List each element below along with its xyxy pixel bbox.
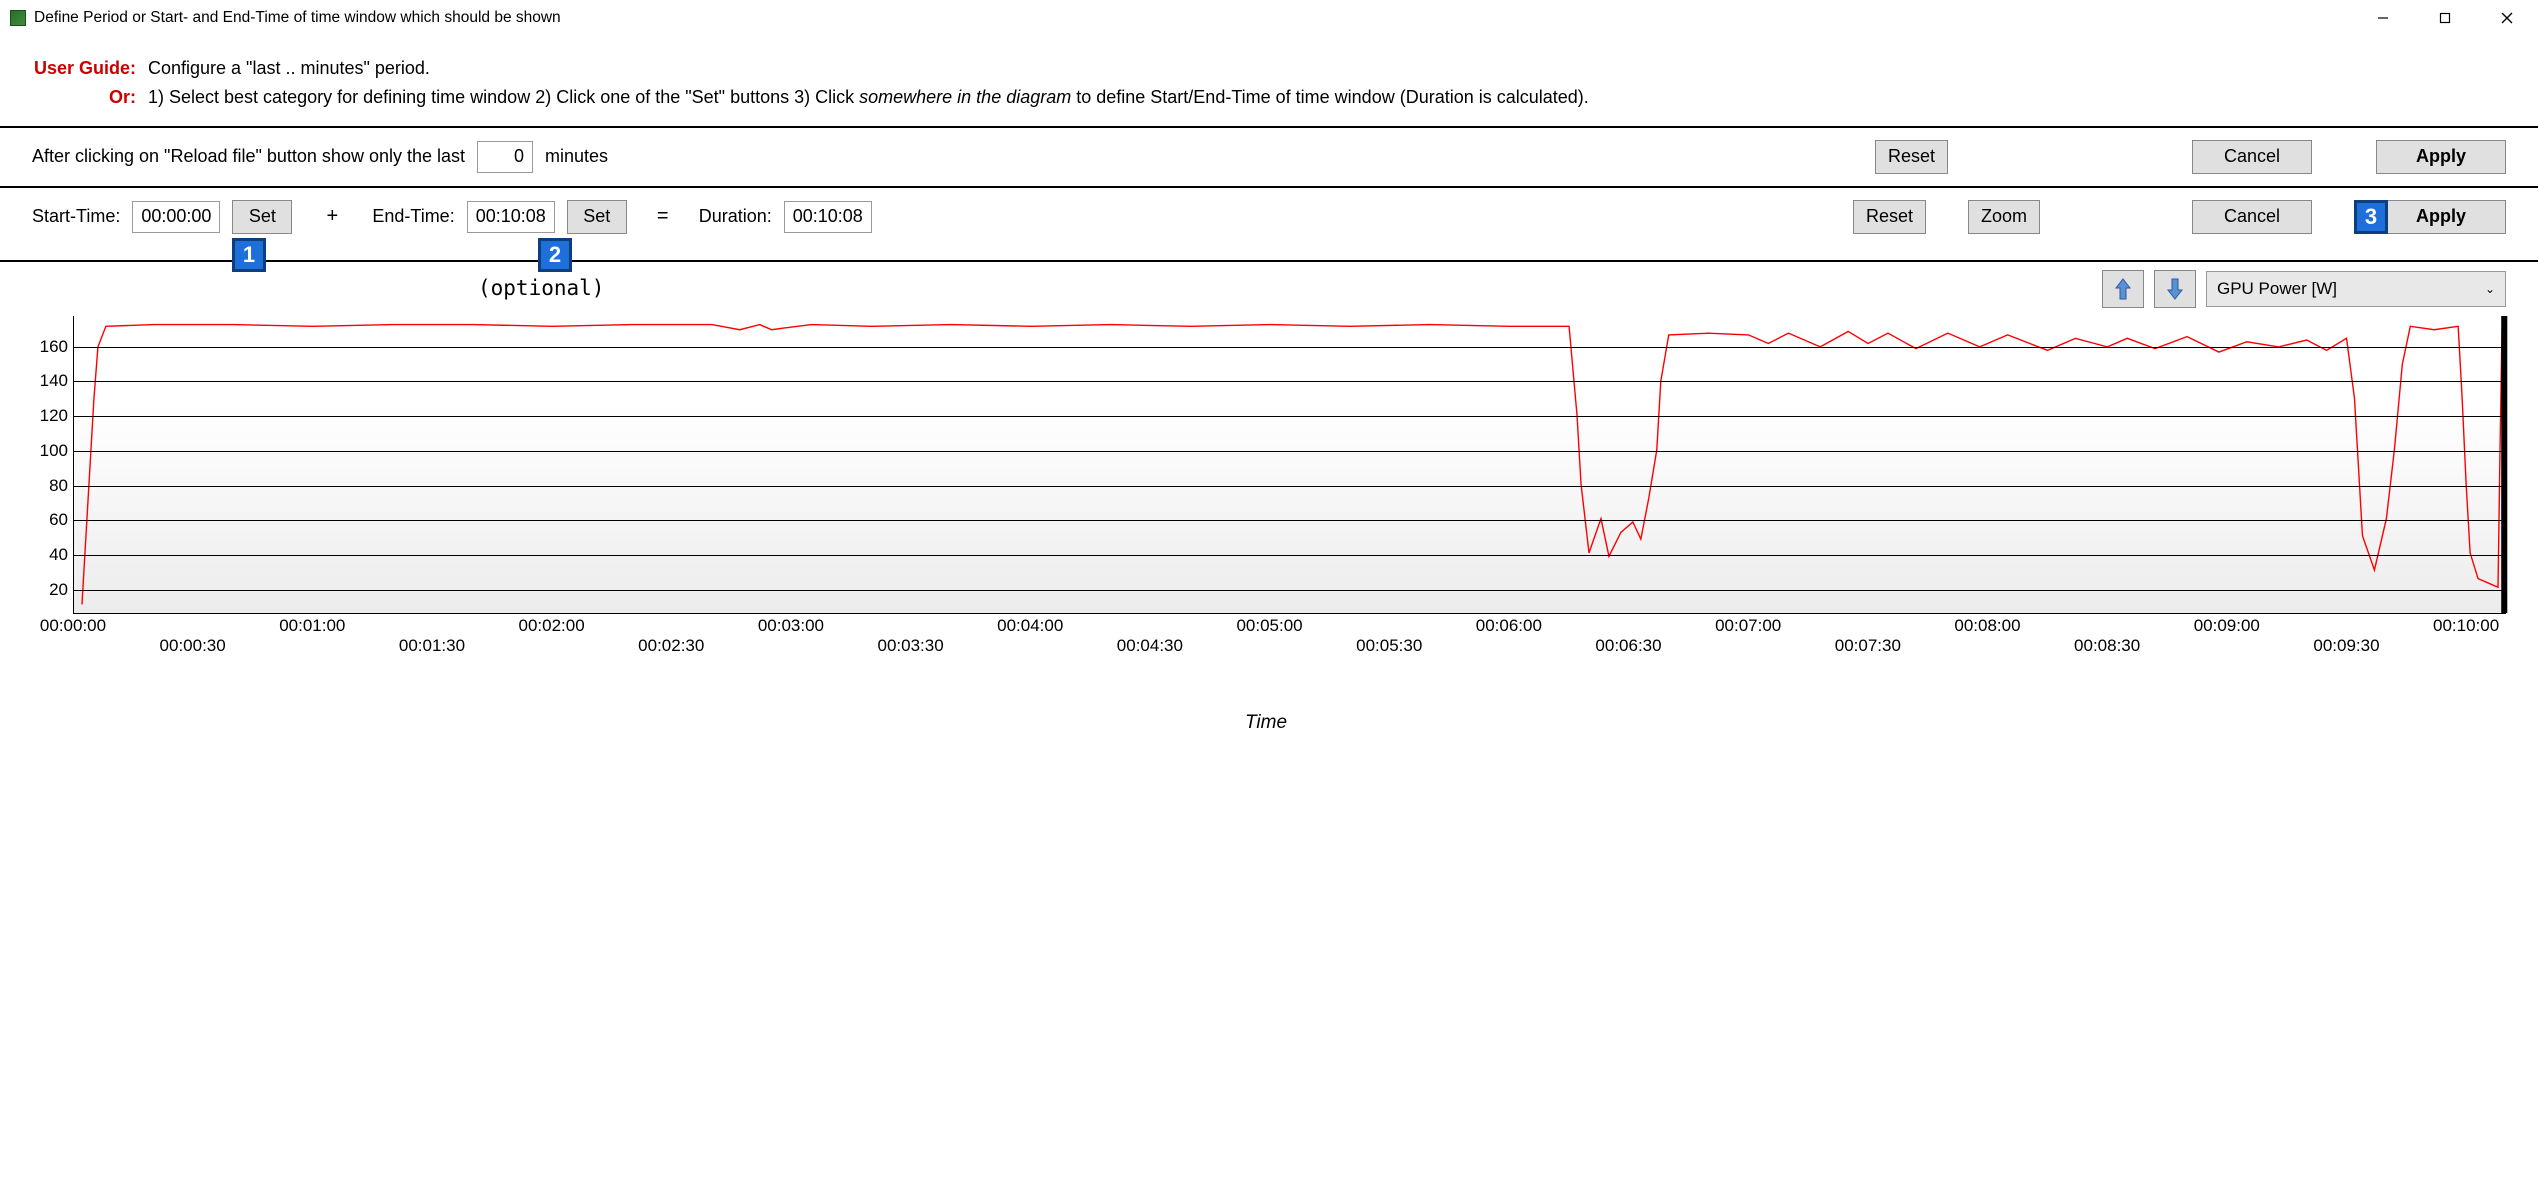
guide-text-2: 1) Select best category for defining tim… xyxy=(148,83,2506,112)
x-axis-ticks: 00:00:0000:01:0000:02:0000:03:0000:04:00… xyxy=(73,614,2506,664)
guide-text: Configure a "last .. minutes" period. xyxy=(148,54,2506,83)
x-tick-minor: 00:06:30 xyxy=(1595,636,1661,656)
x-tick-minor: 00:02:30 xyxy=(638,636,704,656)
x-tick-major: 00:08:00 xyxy=(1954,616,2020,636)
guide-or-label: Or: xyxy=(32,83,148,112)
data-line xyxy=(82,324,2502,604)
x-tick-minor: 00:05:30 xyxy=(1356,636,1422,656)
gridline xyxy=(74,416,2506,417)
x-tick-minor: 00:00:30 xyxy=(160,636,226,656)
x-axis-label: Time xyxy=(18,712,2514,734)
x-tick-minor: 00:08:30 xyxy=(2074,636,2140,656)
window-title: Define Period or Start- and End-Time of … xyxy=(34,9,2352,27)
step-badge-3: 3 xyxy=(2354,200,2388,234)
x-tick-major: 00:02:00 xyxy=(519,616,585,636)
period-cancel-button[interactable]: Cancel xyxy=(2192,140,2312,174)
y-tick-label: 20 xyxy=(49,580,68,600)
gridline xyxy=(74,555,2506,556)
start-time-label: Start-Time: xyxy=(32,206,120,227)
duration-input[interactable] xyxy=(784,201,872,233)
y-tick-label: 60 xyxy=(49,510,68,530)
y-tick-label: 40 xyxy=(49,545,68,565)
period-prefix-label: After clicking on "Reload file" button s… xyxy=(32,146,465,167)
gridline xyxy=(74,486,2506,487)
x-tick-major: 00:07:00 xyxy=(1715,616,1781,636)
gridline xyxy=(74,590,2506,591)
end-marker xyxy=(2501,316,2507,613)
gridline xyxy=(74,381,2506,382)
x-tick-minor: 00:04:30 xyxy=(1117,636,1183,656)
plot-area[interactable] xyxy=(73,316,2506,614)
app-icon xyxy=(10,10,26,26)
gridline xyxy=(74,520,2506,521)
time-apply-button[interactable]: Apply xyxy=(2376,200,2506,234)
x-tick-minor: 00:07:30 xyxy=(1835,636,1901,656)
zoom-button[interactable]: Zoom xyxy=(1968,200,2040,234)
x-tick-minor: 00:03:30 xyxy=(877,636,943,656)
titlebar: Define Period or Start- and End-Time of … xyxy=(0,0,2538,36)
plus-symbol: + xyxy=(320,205,344,228)
period-reset-button[interactable]: Reset xyxy=(1875,140,1948,174)
gridline xyxy=(74,347,2506,348)
step-badge-2: 2 xyxy=(538,238,572,272)
chart[interactable]: 20 40 60 80 100 120 140 160 xyxy=(18,314,2514,614)
guide-label: User Guide: xyxy=(32,54,148,83)
time-reset-button[interactable]: Reset xyxy=(1853,200,1926,234)
x-tick-minor: 00:01:30 xyxy=(399,636,465,656)
close-button[interactable] xyxy=(2476,0,2538,36)
minutes-input[interactable] xyxy=(477,141,533,173)
y-tick-label: 100 xyxy=(40,441,68,461)
duration-label: Duration: xyxy=(699,206,772,227)
x-tick-major: 00:04:00 xyxy=(997,616,1063,636)
step-badge-1: 1 xyxy=(232,238,266,272)
start-time-input[interactable] xyxy=(132,201,220,233)
x-tick-major: 00:05:00 xyxy=(1236,616,1302,636)
chart-container: 20 40 60 80 100 120 140 160 00:00:00 00:01:00 00:… xyxy=(0,308,2538,744)
x-tick-major: 00:06:00 xyxy=(1476,616,1542,636)
y-tick-label: 160 xyxy=(40,337,68,357)
x-tick-minor: 00:09:30 xyxy=(2313,636,2379,656)
gridline xyxy=(74,451,2506,452)
x-tick-major: 00:03:00 xyxy=(758,616,824,636)
period-panel: After clicking on "Reload file" button s… xyxy=(0,128,2538,186)
x-tick-major: 00:00:00 xyxy=(40,616,106,636)
y-tick-label: 140 xyxy=(40,371,68,391)
maximize-button[interactable] xyxy=(2414,0,2476,36)
set-start-button[interactable]: Set xyxy=(232,200,292,234)
optional-label: (optional) xyxy=(478,276,604,300)
end-time-input[interactable] xyxy=(467,201,555,233)
set-end-button[interactable]: Set xyxy=(567,200,627,234)
equals-symbol: = xyxy=(651,205,675,228)
y-tick-label: 120 xyxy=(40,406,68,426)
x-tick-major: 00:10:00 xyxy=(2433,616,2499,636)
minimize-button[interactable] xyxy=(2352,0,2414,36)
minutes-suffix-label: minutes xyxy=(545,146,608,167)
period-apply-button[interactable]: Apply xyxy=(2376,140,2506,174)
time-panel: Start-Time: Set + End-Time: Set = Durati… xyxy=(0,188,2538,294)
x-tick-major: 00:09:00 xyxy=(2194,616,2260,636)
end-time-label: End-Time: xyxy=(372,206,454,227)
time-cancel-button[interactable]: Cancel xyxy=(2192,200,2312,234)
user-guide: User Guide: Configure a "last .. minutes… xyxy=(0,36,2538,126)
x-tick-major: 00:01:00 xyxy=(279,616,345,636)
y-tick-label: 80 xyxy=(49,476,68,496)
